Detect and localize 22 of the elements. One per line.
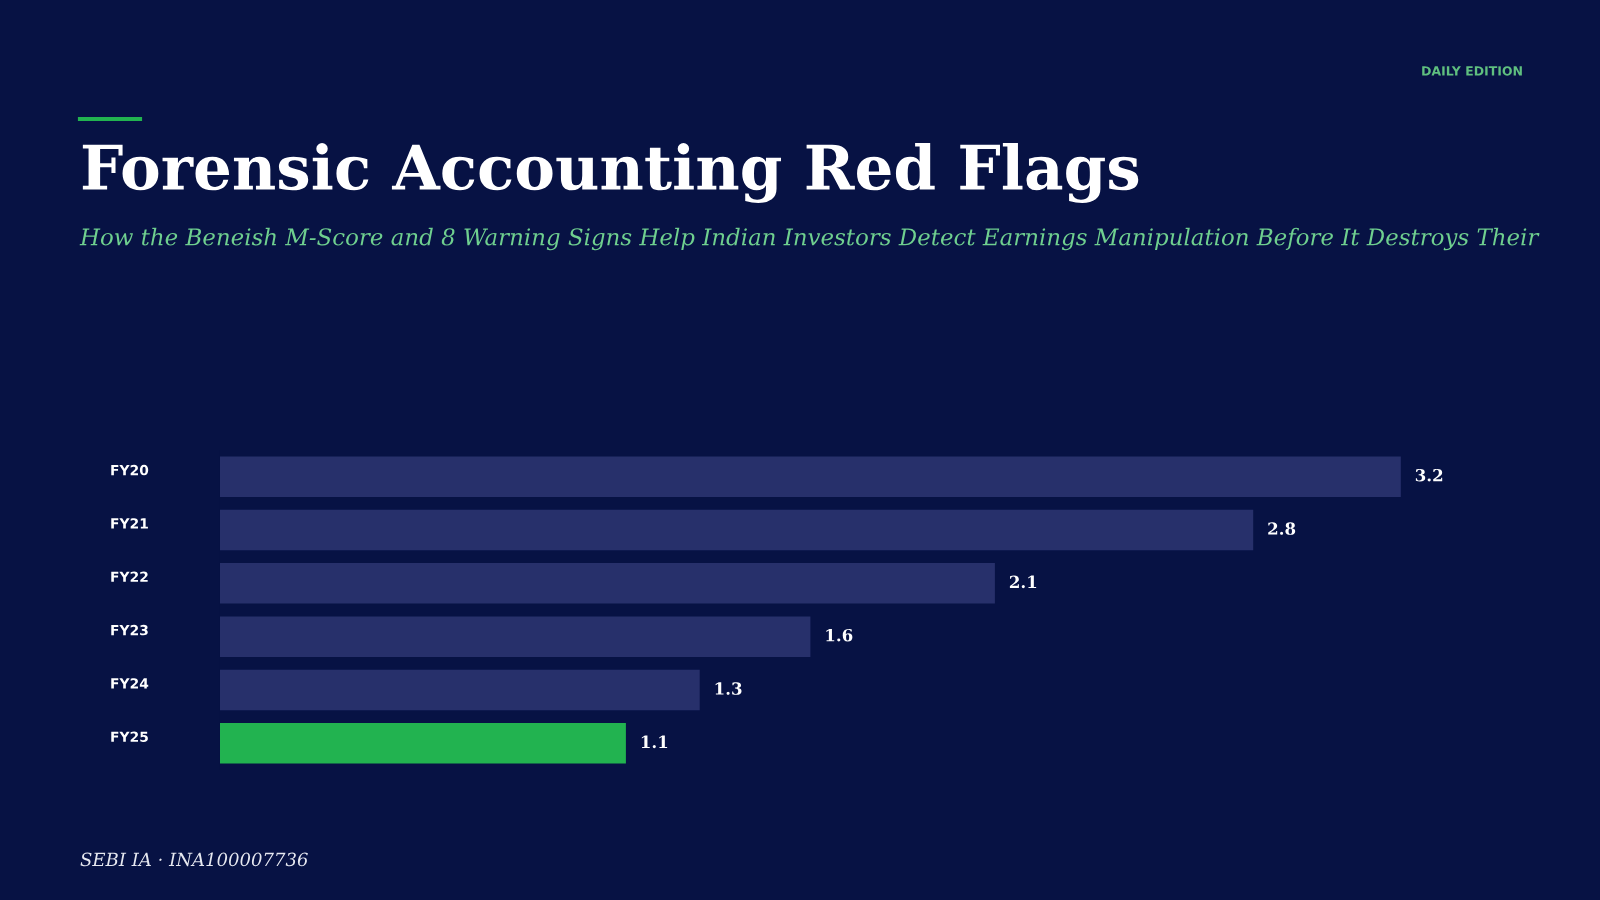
y-tick-label: FY22	[111, 571, 148, 582]
y-tick-label: FY24	[111, 678, 149, 689]
bar	[220, 669, 700, 711]
bar	[220, 563, 995, 604]
data-label: 3.2	[1415, 468, 1443, 482]
y-tick-label: FY25	[111, 731, 148, 743]
chart-subtitle: How the Beneish M-Score and 8 Warning Signs Help Indian Investors Detect Earnings Manipulation Before It Destroys Their	[79, 227, 1540, 251]
data-label: 1.6	[826, 628, 853, 642]
data-label: 2.8	[1268, 522, 1296, 535]
y-tick-label: FY23	[111, 624, 148, 636]
chart-title: Forensic Accounting Red Flags	[82, 142, 1139, 204]
y-tick-label: FY21	[111, 518, 148, 529]
data-label: 1.3	[715, 682, 742, 695]
data-label: 2.1	[1009, 575, 1037, 589]
text: SEBI IA · INA100007736	[80, 852, 308, 867]
text: DAILY EDITION	[1422, 66, 1522, 76]
bar	[220, 723, 626, 764]
data-label: 1.1	[641, 735, 668, 749]
bar	[220, 509, 1254, 551]
bar	[220, 456, 1401, 497]
y-tick-label: FY20	[111, 464, 149, 476]
bar	[220, 616, 811, 657]
